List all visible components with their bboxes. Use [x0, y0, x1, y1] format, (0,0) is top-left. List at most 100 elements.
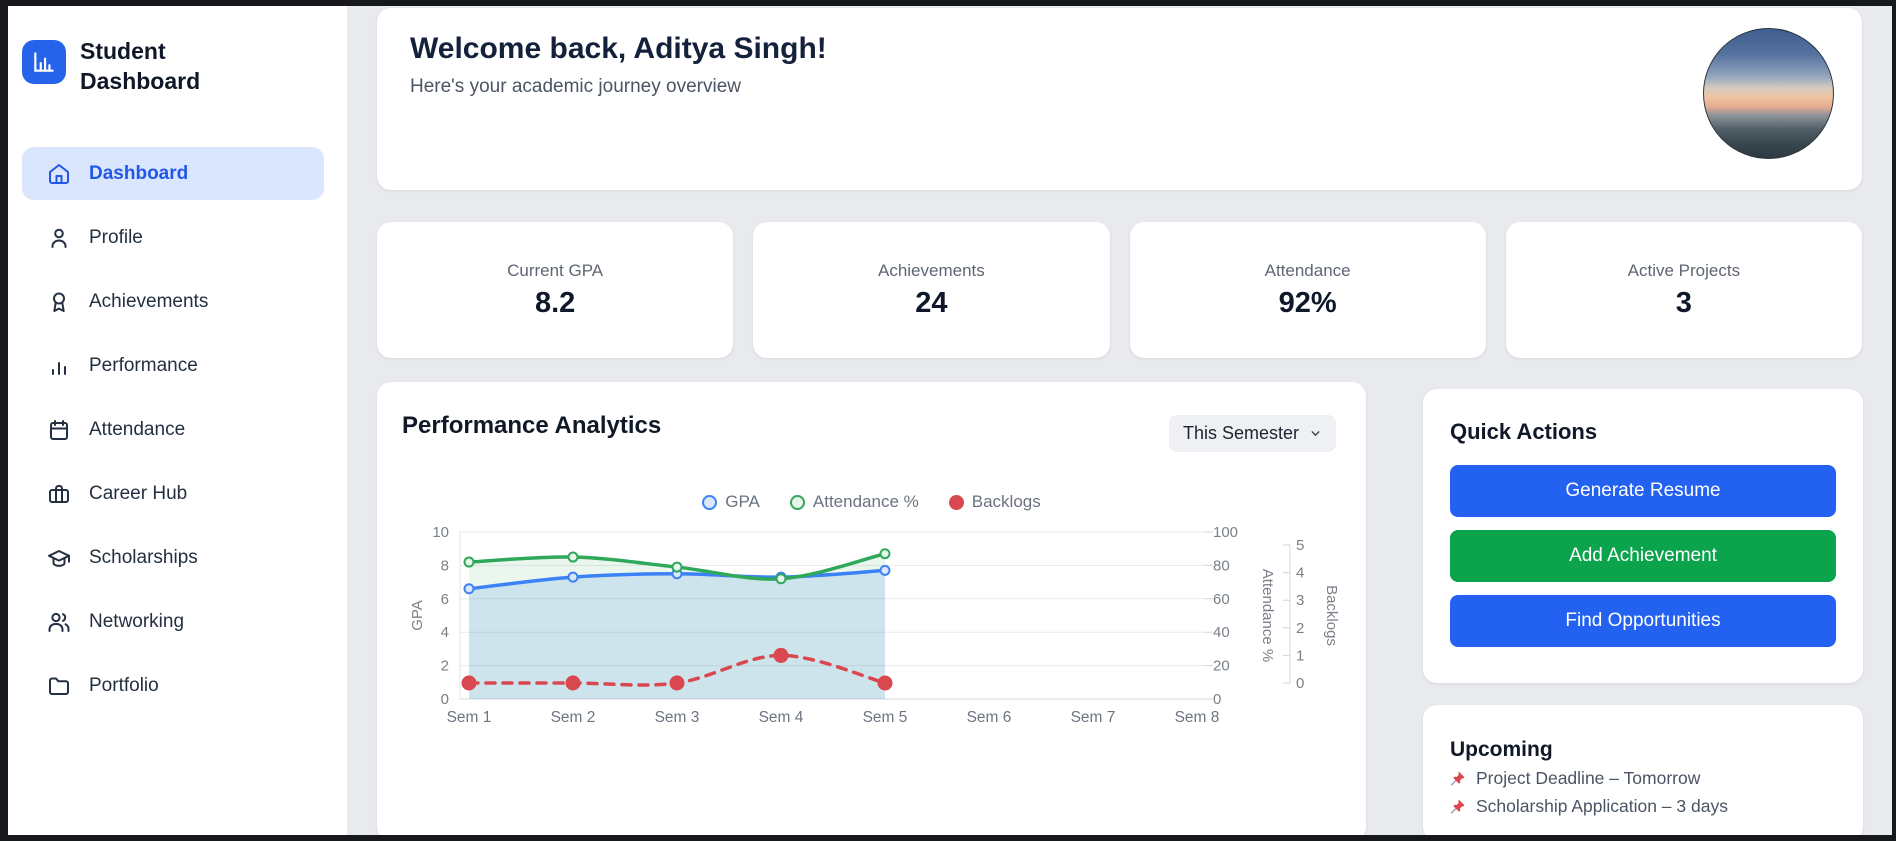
- briefcase-icon: [49, 484, 69, 503]
- svg-text:5: 5: [1296, 537, 1304, 554]
- sidebar-item-label: Achievements: [89, 290, 209, 312]
- sidebar-nav: Dashboard Profile Achievements Performance A…: [8, 147, 347, 712]
- svg-text:0: 0: [441, 691, 449, 708]
- stat-label: Active Projects: [1627, 260, 1741, 280]
- pushpin-icon: [1450, 771, 1465, 786]
- folder-icon: [49, 677, 69, 695]
- find-opportunities-button[interactable]: Find Opportunities: [1450, 595, 1836, 647]
- sidebar-item-label: Portfolio: [89, 674, 159, 696]
- home-icon: [49, 163, 69, 184]
- sidebar-item-label: Performance: [89, 354, 198, 376]
- svg-text:2: 2: [1296, 620, 1304, 637]
- semester-filter-dropdown[interactable]: This Semester: [1168, 415, 1336, 452]
- add-achievement-button[interactable]: Add Achievement: [1450, 530, 1836, 582]
- stat-card-achievements: Achievements 24: [753, 222, 1110, 358]
- app-title: Student Dashboard: [80, 38, 201, 94]
- svg-text:GPA: GPA: [409, 600, 426, 631]
- svg-text:Sem 8: Sem 8: [1175, 709, 1220, 726]
- window-frame-right: [1892, 0, 1896, 841]
- svg-text:Sem 1: Sem 1: [447, 709, 492, 726]
- stat-card-attendance: Attendance 92%: [1129, 222, 1486, 358]
- legend-label: Backlogs: [971, 492, 1041, 511]
- sidebar-item-networking[interactable]: Networking: [22, 595, 324, 648]
- welcome-title: Welcome back, Aditya Singh!: [410, 32, 827, 65]
- sidebar-item-label: Dashboard: [89, 162, 189, 184]
- sidebar-item-profile[interactable]: Profile: [22, 211, 324, 264]
- svg-text:3: 3: [1296, 592, 1304, 609]
- calendar-icon: [50, 419, 68, 440]
- stat-label: Current GPA: [507, 260, 604, 280]
- sidebar-item-achievements[interactable]: Achievements: [22, 275, 324, 328]
- sidebar-item-scholarships[interactable]: Scholarships: [22, 531, 324, 584]
- sidebar-item-career-hub[interactable]: Career Hub: [22, 467, 324, 520]
- quick-actions-card: Quick Actions Generate Resume Add Achieve…: [1423, 389, 1863, 683]
- stat-value: 3: [1675, 286, 1692, 319]
- svg-text:4: 4: [1296, 565, 1304, 582]
- svg-text:1: 1: [1296, 647, 1304, 664]
- svg-text:Sem 6: Sem 6: [967, 709, 1012, 726]
- legend-item-attendance-[interactable]: Attendance %: [789, 492, 919, 512]
- quick-actions-title: Quick Actions: [1450, 419, 1598, 444]
- window-frame-top: [0, 0, 1896, 6]
- welcome-subtitle: Here's your academic journey overview: [410, 76, 741, 97]
- upcoming-card: Upcoming Project Deadline – Tomorrow Scho…: [1423, 705, 1863, 841]
- user-avatar[interactable]: [1703, 28, 1834, 159]
- sidebar-item-performance[interactable]: Performance: [22, 339, 324, 392]
- sidebar-item-portfolio[interactable]: Portfolio: [22, 659, 324, 712]
- svg-text:100: 100: [1213, 524, 1238, 541]
- svg-text:40: 40: [1213, 624, 1230, 641]
- quick-actions-buttons: Generate Resume Add Achievement Find Oppor…: [1450, 465, 1836, 647]
- semester-filter-value: This Semester: [1182, 423, 1299, 443]
- stat-value: 24: [915, 286, 948, 319]
- legend-label: GPA: [725, 492, 760, 511]
- performance-analytics-card: Performance Analytics This Semester GPA A…: [377, 382, 1366, 841]
- upcoming-item-text: Scholarship Application – 3 days: [1476, 796, 1728, 816]
- legend-marker: [789, 494, 805, 510]
- upcoming-item-text: Project Deadline – Tomorrow: [1476, 768, 1701, 788]
- users-icon: [48, 612, 70, 632]
- svg-text:Sem 7: Sem 7: [1071, 709, 1116, 726]
- stat-card-active-projects: Active Projects 3: [1505, 222, 1862, 358]
- upcoming-item: Scholarship Application – 3 days: [1448, 796, 1728, 817]
- stat-card-current-gpa: Current GPA 8.2: [377, 222, 734, 358]
- stat-label: Achievements: [877, 260, 985, 280]
- generate-resume-button[interactable]: Generate Resume: [1450, 465, 1836, 517]
- svg-text:10: 10: [432, 524, 449, 541]
- legend-item-backlogs[interactable]: Backlogs: [948, 492, 1041, 512]
- svg-text:8: 8: [441, 557, 449, 574]
- bar-chart-icon: [52, 361, 66, 375]
- svg-text:20: 20: [1213, 658, 1230, 675]
- logo-chart-icon: [22, 40, 66, 84]
- sidebar: Student Dashboard Dashboard Profile Achiev…: [8, 6, 347, 835]
- chevron-down-icon: [1311, 431, 1320, 436]
- svg-text:2: 2: [441, 658, 449, 675]
- stat-label: Attendance: [1264, 260, 1351, 280]
- upcoming-item: Project Deadline – Tomorrow: [1448, 768, 1728, 789]
- svg-text:80: 80: [1213, 557, 1230, 574]
- legend-marker: [702, 494, 718, 510]
- upcoming-list: Project Deadline – Tomorrow Scholarship A…: [1448, 768, 1728, 817]
- welcome-card: Welcome back, Aditya Singh! Here's your …: [377, 8, 1862, 190]
- sidebar-item-dashboard[interactable]: Dashboard: [22, 147, 324, 200]
- analytics-title: Performance Analytics: [402, 412, 662, 439]
- svg-text:0: 0: [1296, 675, 1304, 692]
- svg-text:4: 4: [441, 624, 449, 641]
- svg-text:Sem 3: Sem 3: [655, 709, 700, 726]
- app-logo: Student Dashboard: [22, 36, 230, 96]
- award-icon: [53, 292, 65, 312]
- graduation-cap-icon: [48, 549, 70, 567]
- legend-item-gpa[interactable]: GPA: [702, 492, 760, 512]
- svg-text:Sem 2: Sem 2: [551, 709, 596, 726]
- sidebar-item-label: Attendance: [89, 418, 186, 440]
- sidebar-item-attendance[interactable]: Attendance: [22, 403, 324, 456]
- svg-text:Backlogs: Backlogs: [1323, 585, 1340, 646]
- legend-label: Attendance %: [812, 492, 919, 511]
- user-icon: [51, 228, 67, 248]
- sidebar-item-label: Profile: [89, 226, 143, 248]
- svg-text:0: 0: [1213, 691, 1221, 708]
- window-frame-bottom: [0, 835, 1896, 841]
- stat-value: 92%: [1278, 286, 1337, 319]
- sidebar-item-label: Career Hub: [89, 482, 188, 504]
